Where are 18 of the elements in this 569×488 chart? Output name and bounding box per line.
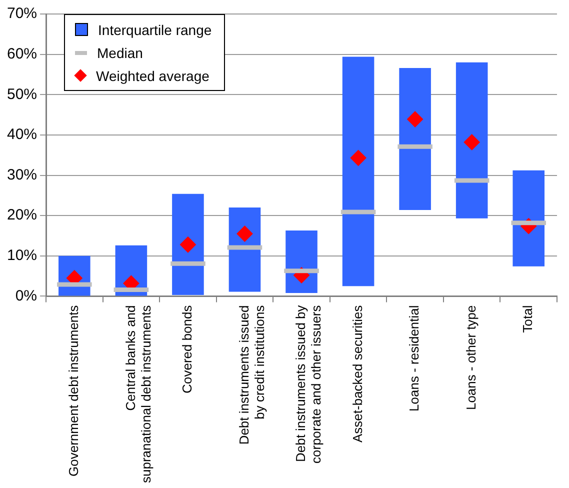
- x-tick-label: Covered bonds: [180, 304, 195, 394]
- x-tick-label: Asset-backed securities: [350, 304, 365, 443]
- x-tick-label: Central banks and supranational debt instruments: [122, 304, 154, 484]
- legend-label: Interquartile range: [98, 22, 212, 38]
- y-tick-label: 70%: [6, 5, 38, 22]
- x-tick-label: Loans - residential: [406, 305, 422, 412]
- x-tick-label: Government debt instruments: [66, 304, 81, 476]
- annotation: Weighted average: [96, 68, 210, 84]
- x-tick-label: Total: [520, 305, 536, 333]
- y-tick-label: 30%: [6, 166, 38, 184]
- y-tick-label: 20%: [6, 206, 38, 224]
- y-tick-label: 50%: [6, 86, 38, 103]
- y-tick-label: 10%: [6, 247, 38, 264]
- y-tick-label: 0%: [15, 287, 38, 304]
- x-tick-label: Loans - other type: [463, 305, 478, 410]
- y-tick-label: 60%: [6, 45, 38, 62]
- annotation: Median: [97, 44, 143, 60]
- y-tick-label: 40%: [6, 126, 38, 144]
